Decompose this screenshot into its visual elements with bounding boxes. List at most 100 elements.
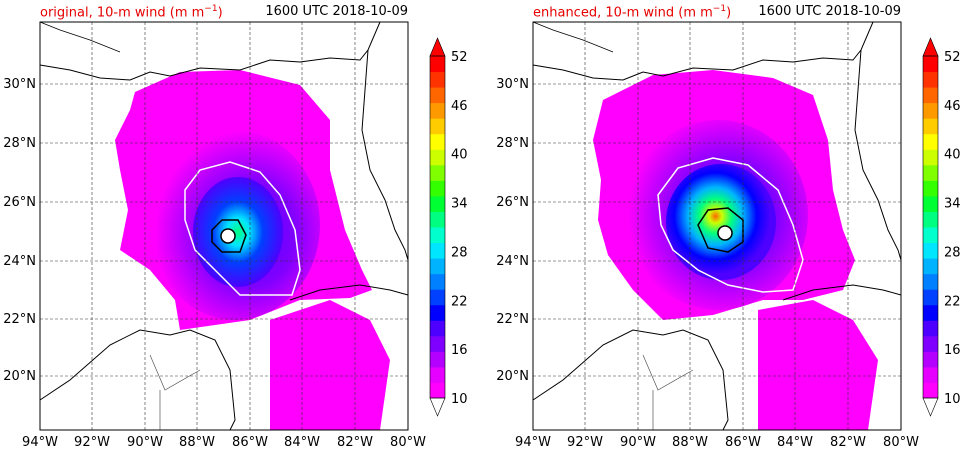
lat-tick: 20°N	[496, 369, 529, 384]
colorbar-label: 22	[451, 294, 468, 309]
lon-tick: 84°W	[777, 435, 813, 450]
colorbar-segment	[923, 320, 938, 337]
colorbar-segment	[923, 71, 938, 88]
colorbar-label: 16	[451, 343, 468, 358]
colorbar-segment	[430, 211, 445, 228]
colorbar-segment	[430, 180, 445, 197]
coastline-cuba	[782, 284, 902, 301]
lat-tick: 30°N	[3, 77, 36, 92]
colorbar-segment	[923, 118, 938, 135]
colorbar-segment	[430, 133, 445, 150]
colorbar-segment	[430, 366, 445, 383]
contour-white	[184, 161, 301, 296]
lat-tick: 24°N	[496, 254, 529, 269]
colorbar-frame	[429, 55, 446, 399]
lon-tick: 86°W	[725, 435, 761, 450]
colorbar-label: 46	[451, 99, 468, 114]
colorbar-segment	[430, 289, 445, 306]
lon-tick: 82°W	[337, 435, 373, 450]
colorbar-segment	[923, 242, 938, 259]
colorbar-extend-min	[922, 397, 939, 417]
panel-title-left: enhanced, 10-m wind (m m−1)	[533, 4, 732, 21]
lat-tick: 22°N	[3, 312, 36, 327]
colorbar-segment	[430, 102, 445, 119]
lon-tick: 90°W	[127, 435, 163, 450]
colorbar-segment	[923, 56, 938, 73]
map-svg: 94°W 92°W 90°W 88°W 86°W 84°W 82°W 80°W …	[496, 21, 961, 450]
colorbar-segment	[923, 351, 938, 368]
lon-tick: 84°W	[284, 435, 320, 450]
colorbar-extend-max	[429, 37, 446, 57]
coastline-yucatan	[532, 329, 729, 431]
colorbar-segment	[923, 211, 938, 228]
lon-tick: 92°W	[74, 435, 110, 450]
colorbar-segment	[430, 71, 445, 88]
colorbar-segment	[430, 149, 445, 166]
colorbar-label: 34	[451, 197, 468, 212]
colorbar-segment	[430, 195, 445, 212]
coastline-cuba	[289, 284, 409, 301]
coastline-florida	[361, 49, 409, 261]
map-panel-original: original, 10-m wind (m m−1) 1600 UTC 201…	[3, 4, 468, 450]
coastline-florida	[854, 49, 902, 261]
colorbar-label: 10	[944, 392, 961, 407]
lon-tick: 82°W	[830, 435, 866, 450]
colorbar-segment	[923, 227, 938, 244]
colorbar-label: 34	[944, 197, 961, 212]
lat-tick: 26°N	[3, 195, 36, 210]
panel-timestamp: 1600 UTC 2018-10-09	[758, 4, 901, 19]
colorbar-segment	[923, 258, 938, 275]
colorbar-label: 40	[451, 148, 468, 163]
lon-tick: 94°W	[515, 435, 551, 450]
map-panel-enhanced: enhanced, 10-m wind (m m−1) 1600 UTC 201…	[493, 0, 964, 453]
lon-tick: 90°W	[620, 435, 656, 450]
colorbar-segment	[430, 227, 445, 244]
colorbar-label: 22	[944, 294, 961, 309]
colorbar-segment	[923, 273, 938, 290]
colorbar-segment	[430, 304, 445, 321]
colorbar-label: 10	[451, 392, 468, 407]
colorbar-segment	[430, 87, 445, 104]
colorbar-segment	[923, 195, 938, 212]
colorbar-segment	[430, 56, 445, 73]
colorbar-segment	[430, 351, 445, 368]
colorbar: 52 46 40 34 28 22 16 10	[429, 37, 468, 417]
contour-white	[657, 157, 804, 293]
colorbar-segment	[923, 366, 938, 383]
lat-tick: 24°N	[3, 254, 36, 269]
colorbar-label: 46	[944, 99, 961, 114]
lon-tick: 88°W	[672, 435, 708, 450]
colorbar-extend-max	[922, 37, 939, 57]
colorbar-segment	[923, 149, 938, 166]
lon-tick: 94°W	[22, 435, 58, 450]
lon-tick: 86°W	[232, 435, 268, 450]
colorbar-label: 52	[451, 50, 468, 65]
colorbar-label: 40	[944, 148, 961, 163]
wind-field-south	[270, 300, 390, 430]
panel-timestamp: 1600 UTC 2018-10-09	[265, 4, 408, 19]
lat-tick: 28°N	[3, 136, 36, 151]
colorbar-segment	[923, 133, 938, 150]
lat-tick: 26°N	[496, 195, 529, 210]
colorbar-frame	[922, 55, 939, 399]
lat-tick: 30°N	[496, 77, 529, 92]
colorbar-label: 28	[451, 245, 468, 260]
colorbar-segment	[923, 180, 938, 197]
lat-tick: 28°N	[496, 136, 529, 151]
coastline-yucatan	[39, 329, 236, 431]
colorbar-segment	[923, 304, 938, 321]
colorbar-segment	[430, 335, 445, 352]
colorbar-segment	[923, 102, 938, 119]
colorbar-segment	[430, 273, 445, 290]
colorbar-segment	[923, 335, 938, 352]
colorbar-segment	[923, 289, 938, 306]
lon-tick: 88°W	[179, 435, 215, 450]
colorbar-segment	[430, 258, 445, 275]
colorbar-segment	[923, 87, 938, 104]
lon-tick: 92°W	[567, 435, 603, 450]
lon-tick: 80°W	[883, 435, 919, 450]
lat-tick: 20°N	[3, 369, 36, 384]
map-svg: 94°W 92°W 90°W 88°W 86°W 84°W 82°W 80°W …	[3, 21, 468, 450]
lon-tick: 80°W	[390, 435, 426, 450]
panel-title-left: original, 10-m wind (m m−1)	[40, 4, 223, 21]
